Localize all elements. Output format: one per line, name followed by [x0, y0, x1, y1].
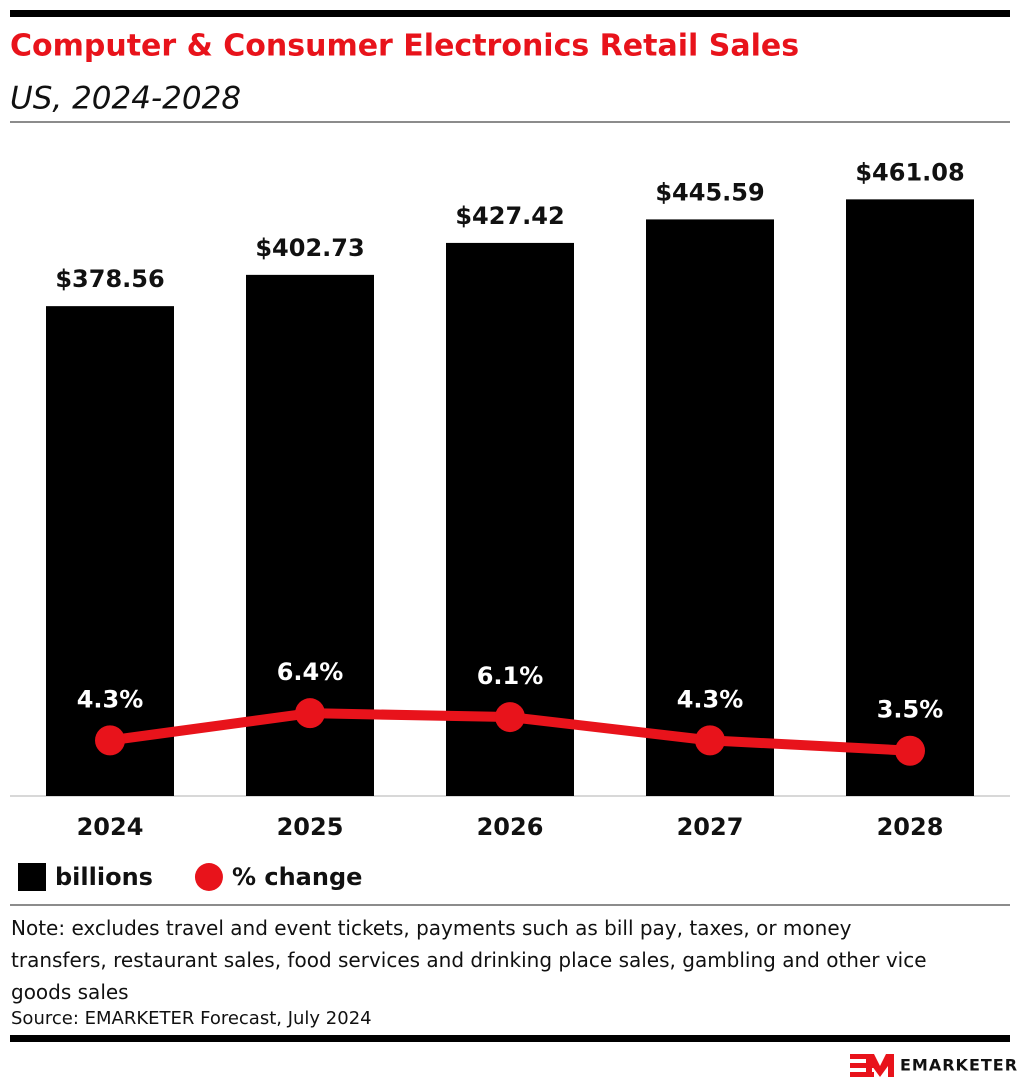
bar-value-label: $378.56	[55, 265, 164, 293]
top-rule	[10, 10, 1010, 17]
bar	[846, 199, 974, 796]
line-value-label: 3.5%	[877, 696, 944, 724]
line-point	[895, 735, 925, 766]
bar-value-label: $445.59	[655, 178, 764, 206]
chart-subtitle: US, 2024-2028	[10, 81, 241, 117]
line-value-label: 6.4%	[277, 658, 344, 686]
bar-value-label: $402.73	[255, 234, 364, 262]
line-value-label: 6.1%	[477, 662, 544, 690]
legend-swatch	[18, 863, 46, 891]
legend-label: billions	[55, 863, 153, 891]
line-value-label: 4.3%	[677, 685, 744, 713]
bar-value-label: $427.42	[455, 202, 564, 230]
legend-label: % change	[232, 863, 362, 891]
chart-title: Computer & Consumer Electronics Retail S…	[10, 29, 799, 64]
bar	[646, 219, 774, 796]
bottom-rule	[10, 1035, 1010, 1042]
line-value-label: 4.3%	[77, 685, 144, 713]
line-point	[295, 698, 325, 729]
line-point	[695, 725, 725, 756]
logo-mark	[850, 1054, 894, 1077]
x-tick-label: 2024	[77, 813, 144, 841]
legend-swatch	[194, 863, 223, 891]
brand: EMARKETER	[900, 1056, 1018, 1075]
x-tick-label: 2028	[877, 813, 944, 841]
x-tick-label: 2026	[477, 813, 544, 841]
x-tick-label: 2025	[277, 813, 344, 841]
source: Source: EMARKETER Forecast, July 2024	[11, 1008, 372, 1029]
bar-value-label: $461.08	[855, 158, 964, 186]
line-point	[95, 725, 125, 756]
note: Note: excludes travel and event tickets,…	[11, 916, 927, 1004]
x-tick-label: 2027	[677, 813, 744, 841]
line-point	[495, 702, 525, 733]
bar	[46, 306, 174, 796]
